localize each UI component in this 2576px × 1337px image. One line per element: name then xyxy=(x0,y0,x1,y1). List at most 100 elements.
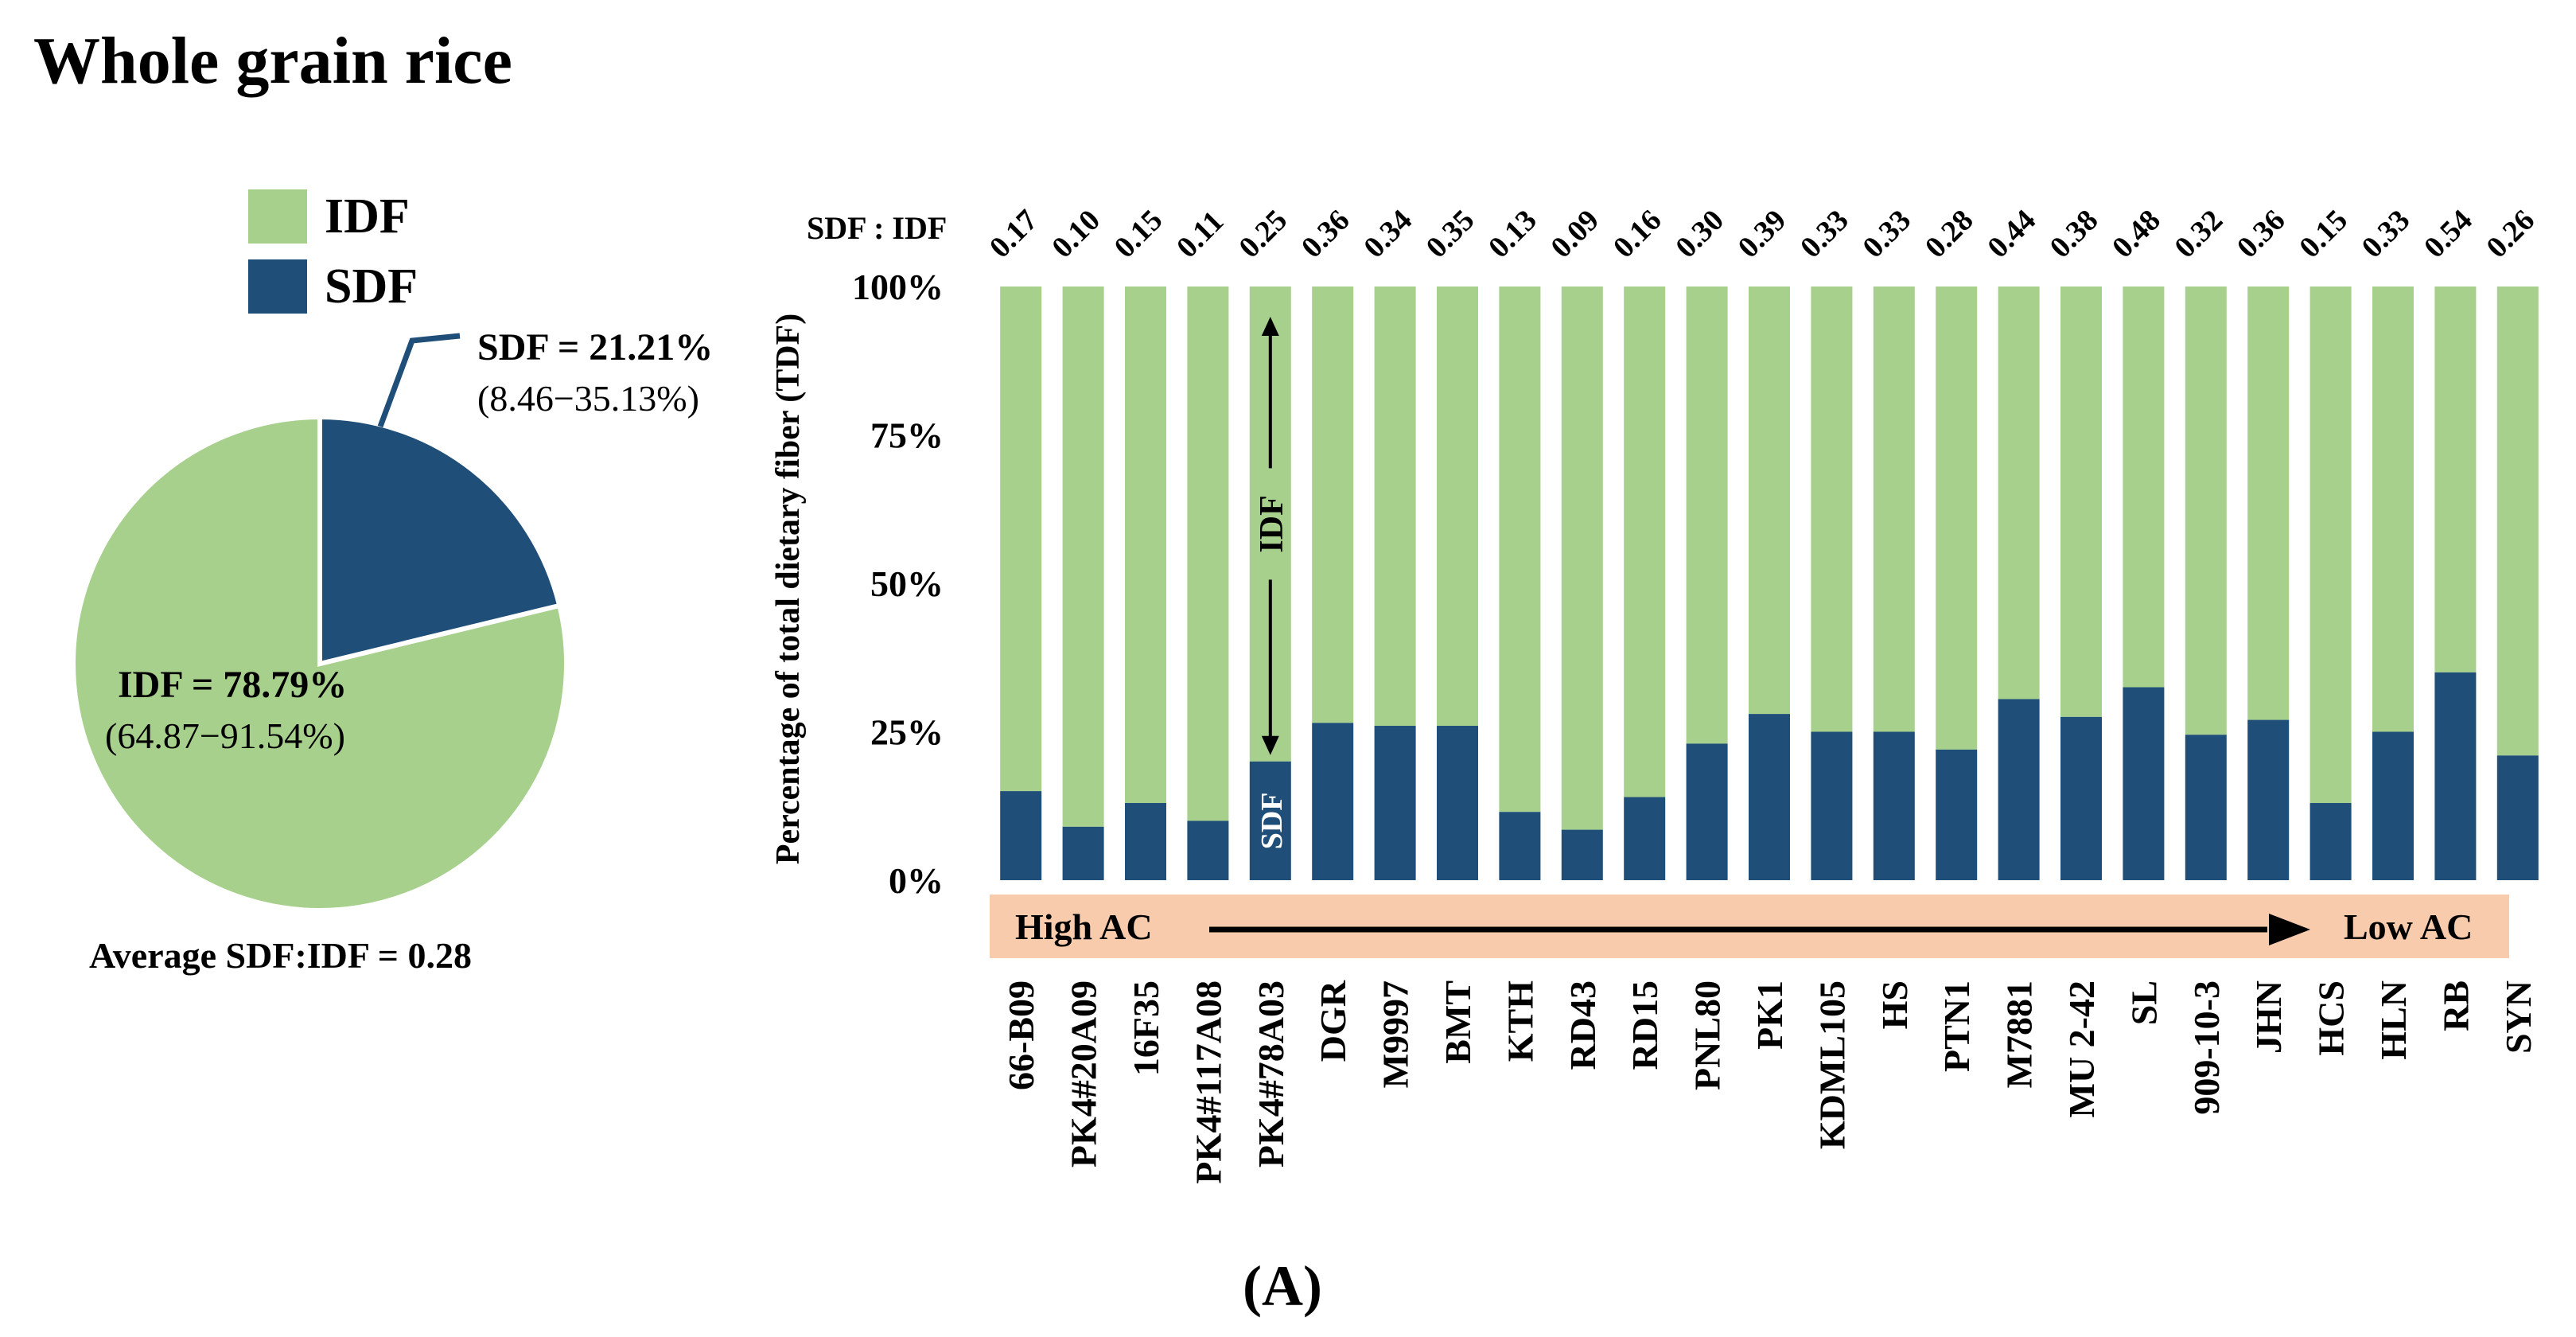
ratio-label: 0.15 xyxy=(1108,204,1169,265)
y-tick-label: 100% xyxy=(852,267,944,307)
bar-idf-segment xyxy=(1936,286,1978,750)
bars xyxy=(1000,286,2539,880)
sdf-annotation-label: SDF xyxy=(1255,793,1289,850)
ratio-label: 0.33 xyxy=(1856,204,1917,265)
bar-idf-segment xyxy=(2434,286,2477,672)
legend-idf-swatch xyxy=(248,189,307,244)
arrow-band-left-label: High AC xyxy=(1015,906,1153,947)
y-tick-label: 50% xyxy=(870,563,944,604)
bar-sdf-segment xyxy=(1187,821,1229,880)
legend-sdf-label: SDF xyxy=(325,259,418,314)
bar-idf-segment xyxy=(1561,286,1603,830)
x-tick-label: HLN xyxy=(2373,980,2414,1060)
ratio-label: 0.13 xyxy=(1482,204,1543,265)
ratio-label: 0.16 xyxy=(1607,204,1668,265)
x-tick-label: 66-B09 xyxy=(1001,980,1041,1090)
x-tick-label: M7881 xyxy=(1999,980,2040,1088)
bar-sdf-segment xyxy=(2185,735,2227,880)
pie-chart: IDF SDF SDF = 21.21% (8.46−35.13%) IDF =… xyxy=(71,189,713,976)
x-tick-label: BMT xyxy=(1438,980,1478,1064)
bar-idf-segment xyxy=(2185,286,2227,735)
bar-sdf-segment xyxy=(2496,755,2539,880)
bar-sdf-segment xyxy=(2309,803,2352,880)
x-tick-label: DGR xyxy=(1313,980,1353,1062)
sdf-leader-line xyxy=(377,333,461,428)
bar-sdf-segment xyxy=(2247,719,2290,880)
bar-sdf-segment xyxy=(1561,829,1603,880)
ratio-label: 0.32 xyxy=(2168,204,2229,265)
bar-sdf-segment xyxy=(1749,714,1790,880)
x-tick-label: RB xyxy=(2435,980,2476,1031)
y-ticks: 0% 25% 50% 75% 100% xyxy=(852,267,944,901)
arrow-band-right-label: Low AC xyxy=(2344,906,2473,947)
pie-slice-sdf xyxy=(317,414,562,667)
x-tick-label: M9997 xyxy=(1376,980,1416,1088)
ratio-label: 0.10 xyxy=(1045,204,1107,265)
x-tick-label: PK1 xyxy=(1749,980,1790,1050)
x-tick-label: SYN xyxy=(2498,980,2539,1054)
bar-idf-segment xyxy=(1437,286,1478,727)
bar-sdf-segment xyxy=(1312,723,1354,880)
x-tick-label: HCS xyxy=(2311,980,2352,1056)
y-tick-label: 0% xyxy=(889,860,944,901)
x-tick-label: KDML105 xyxy=(1811,980,1852,1149)
x-tick-label: JHN xyxy=(2248,980,2289,1054)
bar-idf-segment xyxy=(2372,286,2414,732)
bar-sdf-segment xyxy=(1000,791,1042,880)
x-tick-label: MU 2-42 xyxy=(2061,980,2102,1117)
ratio-label: 0.28 xyxy=(1919,204,1980,265)
idf-annotation-label: IDF xyxy=(1254,495,1290,552)
legend-idf-label: IDF xyxy=(325,189,410,244)
bar-sdf-segment xyxy=(1624,797,1666,880)
y-tick-label: 25% xyxy=(870,712,944,753)
bar-idf-segment xyxy=(1187,286,1229,821)
bar-idf-segment xyxy=(2496,286,2539,756)
bar-sdf-segment xyxy=(1062,826,1104,880)
bar-sdf-segment xyxy=(2123,687,2165,880)
x-tick-label: PK4#117A08 xyxy=(1188,980,1228,1184)
x-tick-label: PNL80 xyxy=(1687,980,1728,1090)
bar-sdf-segment xyxy=(1437,726,1478,880)
bar-sdf-segment xyxy=(1873,731,1915,880)
ratio-label: 0.39 xyxy=(1732,204,1793,265)
idf-arrowhead-down xyxy=(1261,735,1279,755)
average-ratio-footnote: Average SDF:IDF = 0.28 xyxy=(89,935,472,976)
bar-idf-segment xyxy=(1000,286,1042,792)
bar-idf-segment xyxy=(1624,286,1666,797)
y-axis-label: Percentage of total dietary fiber (TDF) xyxy=(770,314,807,864)
panel-label: (A) xyxy=(1243,1254,1322,1318)
bar-idf-segment xyxy=(2309,286,2352,804)
idf-percent-label: IDF = 78.79% xyxy=(118,664,347,706)
x-tick-label: KTH xyxy=(1500,980,1540,1062)
x-tick-label: PK4#78A03 xyxy=(1251,980,1291,1167)
ratio-label: 0.33 xyxy=(2356,204,2417,265)
ratio-labels: 0.17 0.10 0.15 0.11 0.25 0.36 0.34 0.35 0.13 0.09… xyxy=(983,204,2541,265)
sdf-range-label: (8.46−35.13%) xyxy=(477,378,699,419)
bar-idf-segment xyxy=(2247,286,2290,720)
ratio-label: 0.30 xyxy=(1669,204,1730,265)
idf-arrowhead-up xyxy=(1261,317,1279,336)
ratio-label: 0.36 xyxy=(2231,204,2292,265)
x-tick-label: SL xyxy=(2123,980,2164,1025)
bar-sdf-segment xyxy=(1499,812,1541,880)
ratio-label: 0.11 xyxy=(1170,205,1230,264)
ratio-label: 0.38 xyxy=(2044,204,2105,265)
bar-idf-segment xyxy=(1686,286,1728,744)
ratio-label: 0.44 xyxy=(1981,204,2042,265)
arrow-band xyxy=(990,895,2509,958)
ratio-label: 0.35 xyxy=(1420,204,1481,265)
x-tick-label: HS xyxy=(1874,980,1915,1029)
bar-sdf-segment xyxy=(1811,731,1853,880)
x-tick-label: RD43 xyxy=(1562,980,1603,1070)
figure-title: Whole grain rice xyxy=(33,24,512,98)
bar-idf-segment xyxy=(1873,286,1915,732)
bar-sdf-segment xyxy=(1125,803,1166,880)
bar-idf-segment xyxy=(2060,286,2102,717)
bar-idf-segment xyxy=(1749,286,1790,715)
bar-sdf-segment xyxy=(2372,731,2414,880)
bar-sdf-segment xyxy=(1936,749,1978,880)
bar-idf-segment xyxy=(1998,286,2040,700)
ratio-label: 0.17 xyxy=(983,204,1045,265)
idf-range-label: (64.87−91.54%) xyxy=(105,715,345,756)
